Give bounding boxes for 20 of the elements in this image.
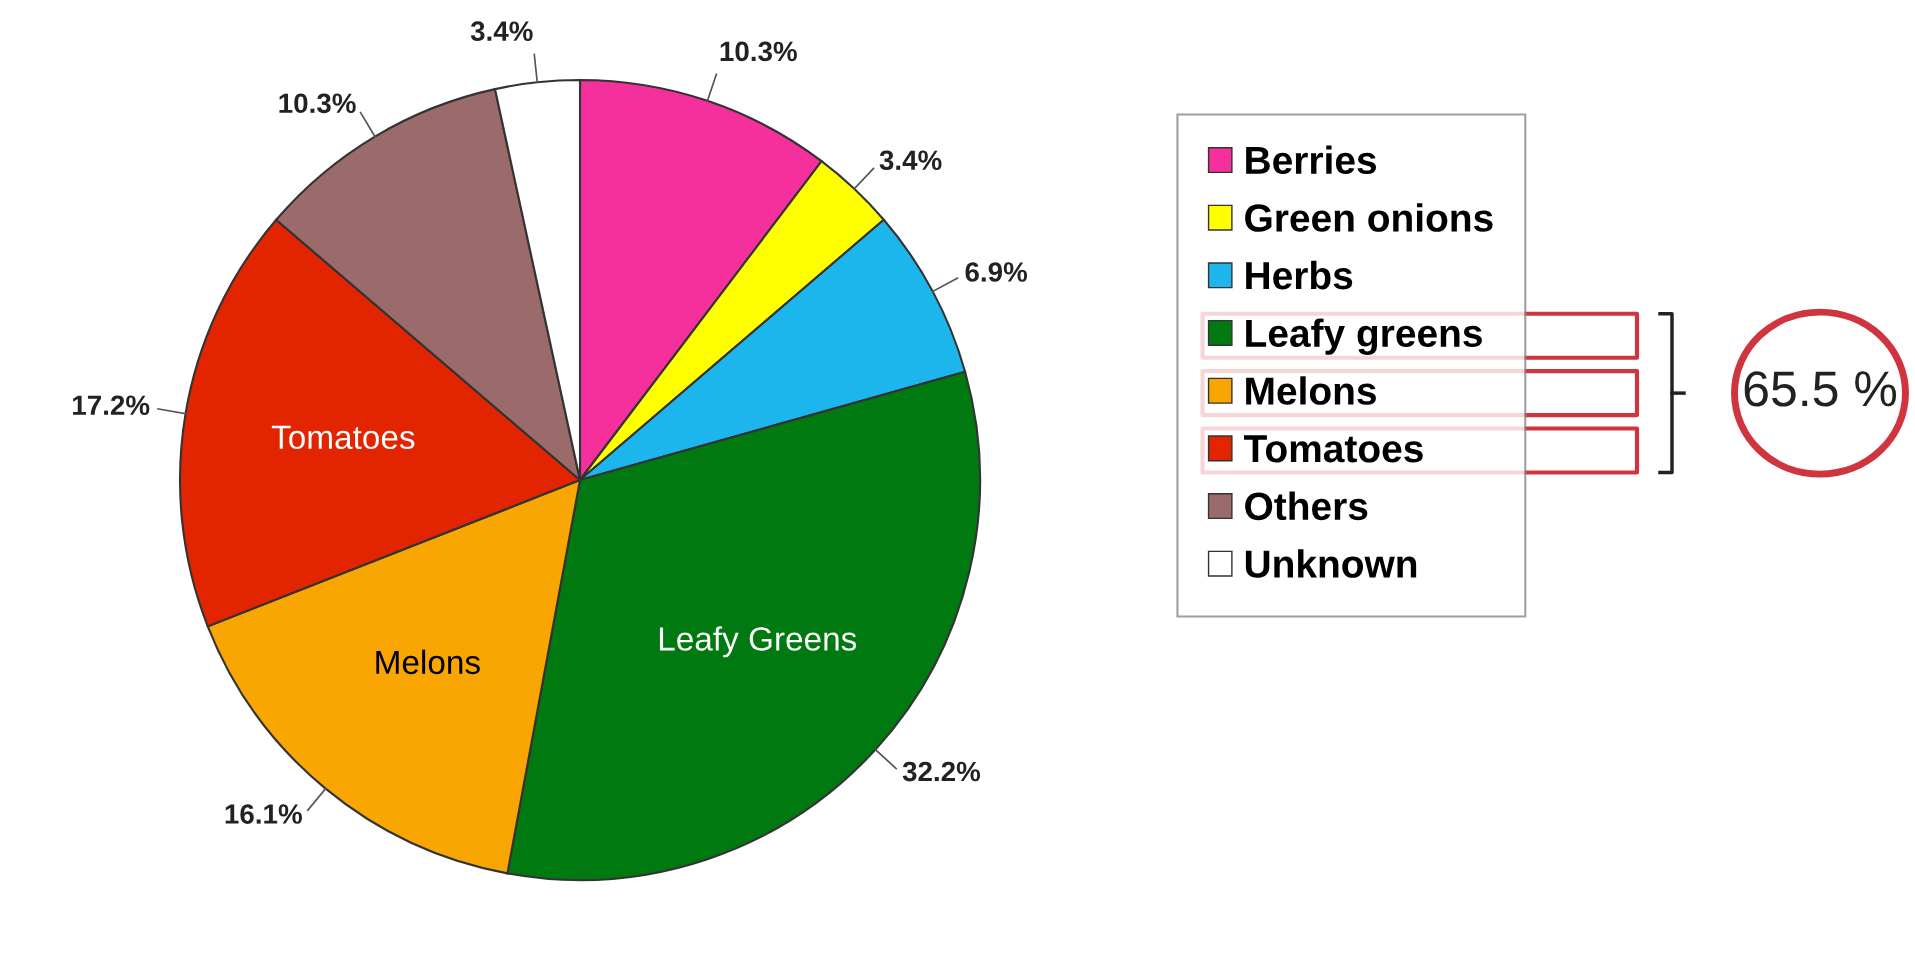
- data-label: 6.9%: [965, 262, 1028, 282]
- legend-label: Herbs: [1246, 260, 1353, 290]
- legend-label: Berries: [1246, 145, 1376, 175]
- legend-label: Green onions: [1245, 203, 1493, 232]
- legend-label: Melons: [1246, 376, 1376, 405]
- text: Leafy Greens: [659, 626, 857, 658]
- data-label: 32.2%: [902, 761, 981, 782]
- text: Tomatoes: [271, 425, 415, 450]
- text: Melons: [376, 649, 480, 675]
- legend-label: Tomatoes: [1243, 435, 1423, 463]
- data-label: 3.4%: [879, 150, 942, 171]
- data-label: 10.3%: [720, 41, 797, 62]
- legend-label: Leafy greens: [1246, 318, 1482, 355]
- text: 65.5 %: [1744, 371, 1897, 407]
- data-label: 10.3%: [279, 93, 356, 114]
- legend-label: Others: [1245, 491, 1368, 521]
- data-label: 3.4%: [470, 21, 533, 42]
- data-label: 17.2%: [73, 395, 150, 415]
- legend-label: Unknown: [1245, 549, 1417, 578]
- data-label: 16.1%: [225, 804, 302, 824]
